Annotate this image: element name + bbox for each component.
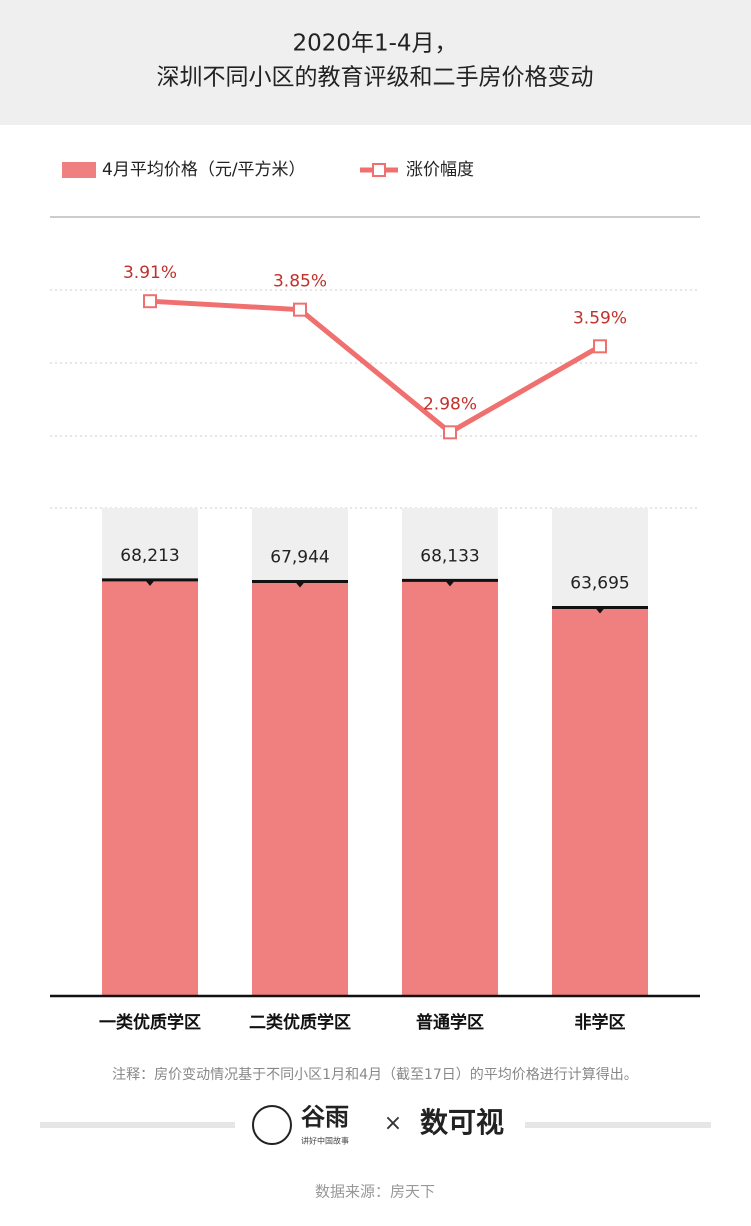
legend-label: 涨价幅度 (406, 160, 474, 180)
x-tick-label: 普通学区 (416, 1012, 484, 1033)
bar (102, 579, 198, 996)
bar (552, 607, 648, 996)
logo-right: 数可视 (420, 1106, 504, 1139)
bar (252, 581, 348, 996)
legend-label: 4月平均价格（元/平方米） (102, 160, 306, 180)
bar-bg (402, 508, 498, 581)
note: 注释：房价变动情况基于不同小区1月和4月（截至17日）的平均价格进行计算得出。 (112, 1066, 638, 1083)
line-value-label: 3.85% (273, 272, 327, 292)
logo-icon (252, 1105, 292, 1145)
chart-title: 2020年1-4月， (292, 31, 457, 57)
legend-marker (372, 163, 386, 177)
line-marker (143, 294, 157, 309)
bar-bg (552, 508, 648, 608)
line-marker (293, 302, 307, 317)
plot: 68,213 一类优质学区 67,944 二类优质学区 68,133 普通学区 63,695… (99, 263, 648, 1033)
line-value-label: 3.91% (123, 263, 177, 283)
bar-value-label: 67,944 (270, 548, 329, 568)
bar-value-label: 68,133 (420, 546, 479, 566)
x-tick-label: 非学区 (575, 1012, 626, 1033)
bar-bg (252, 508, 348, 582)
logo-cross: × (384, 1111, 402, 1136)
bar-cap-tick (595, 607, 605, 614)
line-marker (593, 339, 607, 354)
line-value-label: 2.98% (423, 394, 477, 414)
source: 数据来源：房天下 (315, 1183, 435, 1201)
bar-value-label: 63,695 (570, 573, 629, 593)
header-bg (0, 0, 751, 125)
bar-cap-tick (145, 579, 155, 586)
bar-cap-tick (295, 581, 305, 588)
logo-left: 谷雨 (301, 1103, 349, 1131)
logo-left-sub: 讲好中国故事 (301, 1136, 349, 1146)
x-tick-label: 二类优质学区 (249, 1012, 351, 1033)
line-marker (443, 425, 457, 440)
chart-subtitle: 深圳不同小区的教育评级和二手房价格变动 (157, 65, 594, 91)
bar-cap-tick (445, 580, 455, 587)
legend-swatch (62, 162, 96, 178)
line (149, 298, 602, 436)
line-value-label: 3.59% (573, 308, 627, 328)
bar-bg (102, 508, 198, 580)
bar (402, 580, 498, 996)
x-tick-label: 一类优质学区 (99, 1012, 201, 1033)
bar-value-label: 68,213 (120, 546, 179, 566)
